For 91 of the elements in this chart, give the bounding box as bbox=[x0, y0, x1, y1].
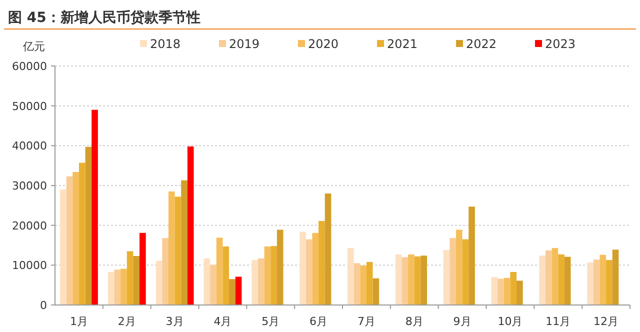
bar bbox=[468, 206, 475, 305]
bar bbox=[140, 232, 146, 305]
bar bbox=[462, 239, 469, 305]
bar bbox=[600, 254, 606, 305]
bar bbox=[276, 230, 284, 305]
y-tick-label: 60000 bbox=[12, 60, 47, 73]
bar bbox=[92, 110, 98, 305]
bar bbox=[552, 248, 558, 305]
x-tick-label: 8月 bbox=[405, 315, 424, 328]
bar bbox=[187, 146, 194, 305]
bar bbox=[504, 278, 510, 305]
bar bbox=[408, 254, 414, 305]
bar bbox=[120, 268, 127, 305]
bar bbox=[258, 258, 264, 305]
bar bbox=[539, 256, 546, 305]
bar bbox=[235, 276, 242, 305]
bar bbox=[168, 191, 175, 305]
y-tick-label: 40000 bbox=[12, 140, 47, 153]
bar bbox=[587, 262, 594, 305]
x-tick-label: 7月 bbox=[357, 315, 376, 328]
bar bbox=[72, 172, 79, 305]
x-tick-label: 12月 bbox=[594, 315, 619, 328]
x-tick-label: 2月 bbox=[118, 315, 136, 328]
bar bbox=[204, 258, 210, 305]
bar bbox=[456, 230, 462, 305]
bar bbox=[414, 256, 421, 305]
bar bbox=[174, 196, 182, 305]
bar bbox=[510, 272, 517, 305]
bar bbox=[450, 238, 456, 305]
legend-label: 2018 bbox=[150, 37, 181, 51]
bar bbox=[593, 260, 600, 305]
bar bbox=[491, 277, 498, 305]
bar bbox=[318, 220, 325, 305]
bar bbox=[348, 248, 354, 305]
bar bbox=[270, 246, 277, 305]
bar bbox=[114, 270, 121, 305]
bar bbox=[300, 232, 306, 305]
chart-title: 图 45：新增人民币贷款季节性 bbox=[8, 9, 200, 26]
bar bbox=[360, 266, 366, 305]
x-tick-label: 10月 bbox=[498, 315, 523, 328]
y-tick-label: 50000 bbox=[12, 100, 47, 113]
bar bbox=[222, 246, 230, 305]
x-tick-label: 3月 bbox=[166, 315, 184, 328]
bar bbox=[85, 146, 92, 305]
bar bbox=[420, 256, 428, 305]
bar bbox=[108, 272, 114, 305]
bar bbox=[558, 254, 564, 305]
legend-label: 2021 bbox=[387, 37, 418, 51]
bar bbox=[354, 263, 360, 305]
bar bbox=[612, 250, 619, 305]
bar bbox=[312, 232, 319, 305]
bar bbox=[545, 250, 552, 305]
y-axis-title: 亿元 bbox=[22, 40, 45, 53]
bar bbox=[443, 250, 450, 305]
bar bbox=[229, 279, 236, 305]
legend-label: 2023 bbox=[545, 37, 576, 51]
x-tick-label: 6月 bbox=[310, 315, 328, 328]
bar bbox=[252, 260, 258, 305]
bar bbox=[395, 254, 402, 305]
bar bbox=[402, 257, 408, 305]
legend-label: 2019 bbox=[229, 37, 260, 51]
x-tick-label: 9月 bbox=[453, 315, 472, 328]
bar bbox=[78, 162, 86, 305]
bar bbox=[366, 262, 373, 305]
x-tick-label: 1月 bbox=[70, 315, 88, 328]
x-tick-label: 11月 bbox=[546, 315, 571, 328]
bar bbox=[606, 260, 612, 305]
bar bbox=[324, 193, 332, 305]
legend-label: 2020 bbox=[308, 37, 339, 51]
bar bbox=[216, 238, 223, 305]
y-tick-label: 10000 bbox=[12, 259, 47, 272]
bar bbox=[210, 264, 216, 305]
bar bbox=[498, 278, 504, 305]
bar bbox=[156, 260, 162, 305]
bar bbox=[162, 238, 168, 305]
bar bbox=[133, 256, 140, 305]
bar bbox=[306, 239, 312, 305]
y-tick-label: 20000 bbox=[12, 219, 47, 232]
legend-label: 2022 bbox=[466, 37, 497, 51]
x-tick-label: 4月 bbox=[214, 315, 232, 328]
bar bbox=[564, 256, 571, 305]
bar bbox=[264, 246, 271, 305]
bar bbox=[126, 251, 134, 305]
bar bbox=[372, 278, 380, 305]
y-tick-label: 30000 bbox=[12, 180, 47, 192]
x-tick-label: 5月 bbox=[262, 315, 280, 328]
bar bbox=[60, 189, 66, 305]
y-tick-label: 0 bbox=[40, 299, 47, 312]
bar bbox=[181, 180, 188, 305]
bar bbox=[66, 176, 73, 305]
bar bbox=[516, 280, 523, 305]
